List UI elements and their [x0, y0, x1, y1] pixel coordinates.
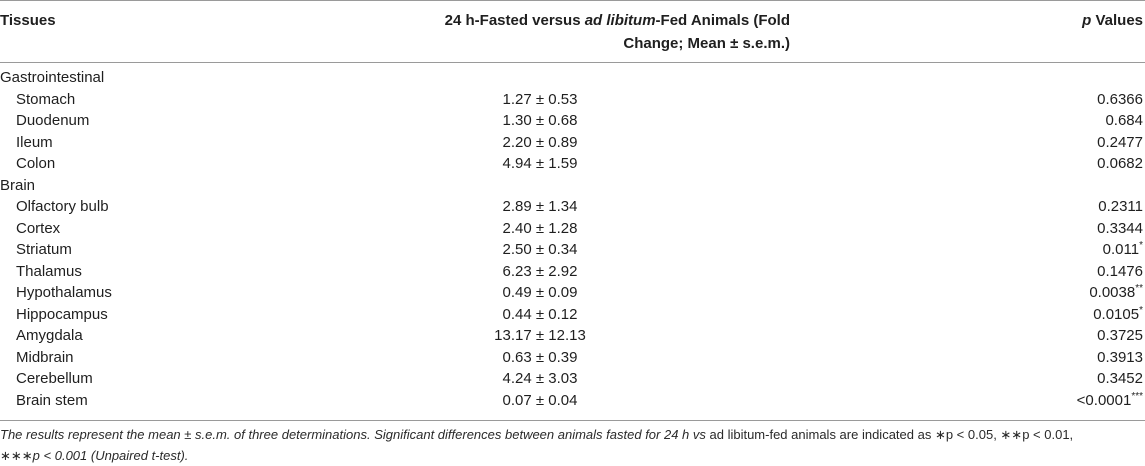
table-row: Amygdala 13.17 ± 12.13 0.3725 [0, 325, 1145, 347]
footnote-vs: vs [692, 427, 706, 442]
fold-change-value: 1.30 ± 0.68 [502, 112, 578, 129]
significance-marker: * [1139, 240, 1143, 251]
p-value: 0.011 [1102, 241, 1140, 258]
p-value: 0.0105 [1093, 305, 1140, 323]
tissue-name: Hippocampus [16, 305, 108, 323]
footnote-part1: The results represent the mean ± s.e.m. … [0, 427, 693, 442]
table-row: Colon 4.94 ± 1.59 0.0682 [0, 153, 1145, 175]
fold-change-value: 2.89 ± 1.34 [502, 198, 578, 215]
footnote-part2: ad libitum-fed animals are indicated as … [705, 427, 1074, 442]
table-body: Gastrointestinal Stomach 1.27 ± 0.53 0.6366… [0, 67, 1145, 411]
tissue-name: Thalamus [16, 262, 82, 280]
fold-change-value: 0.07 ± 0.04 [502, 391, 578, 409]
p-value: 0.3344 [1097, 219, 1143, 237]
fold-change-value: 2.50 ± 0.34 [502, 241, 578, 258]
p-value: 0.3725 [1097, 327, 1143, 344]
header-tissues: Tissues [0, 12, 56, 29]
p-value-cell: 0.3344 [1097, 218, 1143, 240]
p-value: 0.0038 [1089, 284, 1136, 301]
fold-change-value: 6.23 ± 2.92 [502, 262, 578, 280]
table-row: Cerebellum 4.24 ± 3.03 0.3452 [0, 368, 1145, 390]
header-fold-italic: ad libitum [584, 12, 656, 29]
table-row: Midbrain 0.63 ± 0.39 0.3913 [0, 347, 1145, 369]
group-label: Gastrointestinal [0, 69, 105, 86]
table-row: Cortex 2.40 ± 1.28 0.3344 [0, 218, 1145, 240]
fold-change-value: 13.17 ± 12.13 [494, 327, 586, 344]
header-p-italic: p [1082, 12, 1092, 29]
table-bottom-rule [0, 420, 1145, 421]
footnote-line2: ∗∗∗p < 0.001 (Unpaired t-test). [0, 448, 189, 463]
p-value: 0.1476 [1097, 262, 1143, 280]
table-row: Hippocampus 0.44 ± 0.12 0.0105* [0, 304, 1145, 326]
table-top-rule [0, 0, 1145, 1]
tissue-name: Stomach [16, 90, 76, 108]
table-row: Striatum 2.50 ± 0.34 0.011* [0, 239, 1145, 261]
tissue-name: Olfactory bulb [16, 198, 109, 215]
tissue-name: Cortex [16, 219, 61, 237]
p-value-cell: 0.1476 [1097, 261, 1143, 283]
table-footnote: The results represent the mean ± s.e.m. … [0, 424, 1140, 466]
tissue-name: Colon [16, 155, 56, 172]
table-row: Thalamus 6.23 ± 2.92 0.1476 [0, 261, 1145, 283]
fold-change-value: 2.40 ± 1.28 [502, 219, 578, 237]
group-row: Gastrointestinal [0, 67, 1145, 89]
p-value-cell: 0.3913 [1097, 347, 1143, 369]
fold-change-value: 0.44 ± 0.12 [502, 305, 578, 323]
tissue-name: Duodenum [16, 112, 90, 129]
p-value-cell: 0.0038** [1089, 282, 1143, 304]
table-row: Duodenum 1.30 ± 0.68 0.684 [0, 110, 1145, 132]
table-row: Olfactory bulb 2.89 ± 1.34 0.2311 [0, 196, 1145, 218]
p-value: 0.3452 [1097, 370, 1143, 387]
fold-change-value: 2.20 ± 0.89 [502, 133, 578, 151]
table-row: Stomach 1.27 ± 0.53 0.6366 [0, 89, 1145, 111]
fold-change-value: 4.24 ± 3.03 [502, 370, 578, 387]
header-fold-pre: 24 h-Fasted versus [444, 12, 585, 29]
table-row: Brain stem 0.07 ± 0.04 <0.0001*** [0, 390, 1145, 412]
group-label: Brain [0, 176, 36, 194]
tissue-name: Ileum [16, 133, 53, 151]
tissue-name: Striatum [16, 241, 72, 258]
p-value-cell: 0.0682 [1097, 153, 1143, 175]
header-fold-post: -Fed Animals (Fold [655, 12, 790, 29]
table-row: Ileum 2.20 ± 0.89 0.2477 [0, 132, 1145, 154]
p-value-cell: 0.0105* [1093, 304, 1143, 326]
p-value-cell: 0.3725 [1097, 325, 1143, 347]
p-value: 0.6366 [1097, 90, 1143, 108]
fold-change-value: 4.94 ± 1.59 [502, 155, 578, 172]
tissue-name: Cerebellum [16, 370, 93, 387]
tissue-name: Amygdala [16, 327, 83, 344]
tissue-name: Midbrain [16, 348, 74, 366]
significance-marker: *** [1131, 390, 1143, 402]
header-fold-change: 24 h-Fasted versus ad libitum-Fed Animal… [400, 9, 790, 55]
header-p-values: p Values [1082, 9, 1143, 32]
p-value: 0.0682 [1097, 155, 1143, 172]
p-value-cell: 0.6366 [1097, 89, 1143, 111]
p-value-cell: 0.2311 [1098, 196, 1143, 218]
fold-change-value: 0.49 ± 0.09 [502, 284, 578, 301]
p-value: <0.0001 [1076, 391, 1132, 409]
p-value-cell: 0.011* [1103, 239, 1143, 261]
significance-marker: ** [1135, 283, 1143, 294]
p-value: 0.2477 [1097, 133, 1143, 151]
header-fold-line1: 24 h-Fasted versus ad libitum-Fed Animal… [400, 9, 790, 32]
p-value-cell: 0.684 [1105, 110, 1143, 132]
header-p-post: Values [1091, 12, 1143, 29]
fold-change-value: 1.27 ± 0.53 [502, 90, 578, 108]
group-row: Brain [0, 175, 1145, 197]
tissue-name: Brain stem [16, 391, 88, 409]
p-value: 0.2311 [1098, 198, 1143, 215]
table-row: Hypothalamus 0.49 ± 0.09 0.0038** [0, 282, 1145, 304]
p-value: 0.684 [1105, 112, 1143, 129]
tissue-name: Hypothalamus [16, 284, 112, 301]
fold-change-value: 0.63 ± 0.39 [502, 348, 578, 366]
p-value-cell: 0.2477 [1097, 132, 1143, 154]
p-value-cell: 0.3452 [1097, 368, 1143, 390]
significance-marker: * [1139, 304, 1143, 316]
header-rule [0, 62, 1145, 63]
p-value: 0.3913 [1097, 348, 1143, 366]
p-value-cell: <0.0001*** [1077, 390, 1143, 412]
header-fold-line2: Change; Mean ± s.e.m.) [623, 35, 790, 52]
